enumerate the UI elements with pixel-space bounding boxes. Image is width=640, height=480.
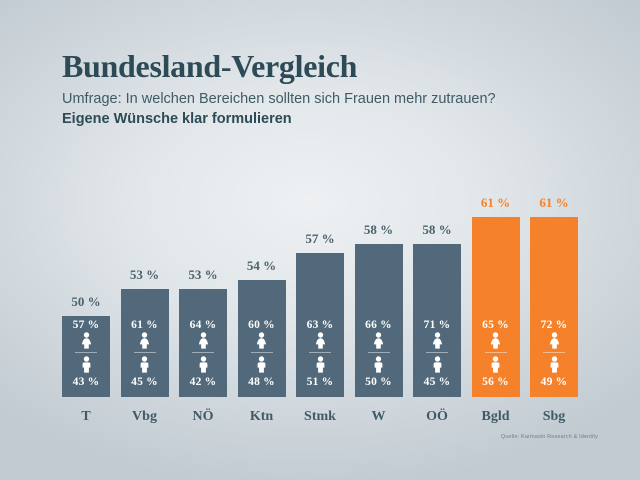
chart-header: Bundesland-Vergleich Umfrage: In welchen… [62,48,600,129]
category-label: Ktn [249,409,274,424]
gender-divider [75,352,97,353]
female-icon [255,332,268,349]
male-icon [372,356,385,373]
bar-gender-breakdown: 63 % 51 % [296,318,344,397]
male-percent-label: 42 % [189,376,217,388]
bar-total-label: 57 % [305,231,335,246]
gender-divider [484,352,507,353]
female-icon [548,332,561,349]
bar: 66 % 50 % [354,244,403,397]
category-label: NÖ [192,409,214,424]
bar-total-label: 53 % [188,267,218,282]
gender-divider [133,352,156,353]
bar-column: 53 % 64 % 42 % NÖ [179,155,227,425]
male-percent-label: 43 % [72,376,100,388]
female-percent-label: 63 % [306,319,334,331]
category-label: Stmk [304,409,336,424]
bar-chart-plot-area: 50 % 57 % 43 % T 53 % 61 % 45 % Vbg 53 % 64 % 42 %… [62,155,578,425]
female-percent-label: 57 % [72,319,100,331]
bar: 72 % 49 % [530,217,578,397]
bar-gender-breakdown: 61 % 45 % [121,318,169,397]
male-icon [314,356,327,373]
female-percent-label: 60 % [248,319,275,331]
male-percent-label: 49 % [540,376,568,388]
category-label: Sbg [542,409,566,424]
gender-divider [367,352,390,353]
bar-gender-breakdown: 71 % 45 % [413,318,461,397]
female-icon [372,332,385,349]
bar-column: 58 % 66 % 50 % W [354,155,403,425]
female-icon [80,332,93,349]
bar-total-label: 54 % [246,258,277,273]
bar: 60 % 48 % [237,280,286,397]
category-label: T [81,409,91,424]
bar: 64 % 42 % [179,289,227,397]
chart-subtitle: Umfrage: In welchen Bereichen sollten si… [62,91,496,107]
male-percent-label: 51 % [306,376,334,388]
bar: 65 % 56 % [471,217,520,397]
bar-gender-breakdown: 64 % 42 % [179,318,227,397]
bar-gender-breakdown: 72 % 49 % [530,318,578,397]
bar-column: 53 % 61 % 45 % Vbg [120,155,169,425]
male-icon [138,356,151,373]
female-icon [197,332,210,349]
category-label: W [371,409,386,424]
bar-gender-breakdown: 65 % 56 % [472,318,520,397]
bar-column: 61 % 65 % 56 % Bgld [471,155,520,425]
male-percent-label: 45 % [423,376,451,388]
bar-gender-breakdown: 60 % 48 % [238,318,286,397]
female-icon [138,332,151,349]
male-icon [80,356,93,373]
bar-column: 57 % 63 % 51 % Stmk [296,155,344,425]
female-percent-label: 65 % [482,319,509,331]
page-title: Bundesland-Vergleich [62,48,358,84]
bar-total-label: 50 % [71,294,101,309]
bar: 57 % 43 % [62,316,110,397]
bar-total-label: 58 % [363,222,394,237]
female-percent-label: 72 % [540,319,568,331]
category-label: OÖ [426,409,448,424]
female-percent-label: 71 % [423,319,451,331]
male-percent-label: 50 % [365,376,392,388]
male-icon [548,356,561,373]
gender-divider [309,352,331,353]
male-icon [431,356,444,373]
female-icon [314,332,327,349]
bar-gender-breakdown: 57 % 43 % [62,318,110,397]
male-icon [489,356,502,373]
bar-total-label: 61 % [539,195,569,210]
female-icon [489,332,502,349]
bar-total-label: 53 % [129,267,160,282]
female-percent-label: 66 % [365,319,392,331]
gender-divider [192,352,214,353]
bar-column: 61 % 72 % 49 % Sbg [530,155,578,425]
bar-column: 54 % 60 % 48 % Ktn [237,155,286,425]
gender-divider [250,352,273,353]
chart-subtitle-emphasis: Eigene Wünsche klar formulieren [62,111,292,127]
male-percent-label: 45 % [131,376,158,388]
bar-column: 50 % 57 % 43 % T [62,155,110,425]
chart-source-note: Quelle: Karmasin Research & Identity [500,434,598,440]
bar-column: 58 % 71 % 45 % OÖ [413,155,461,425]
bar-total-label: 61 % [480,195,511,210]
category-label: Bgld [481,409,510,424]
gender-divider [543,352,565,353]
bar: 63 % 51 % [296,253,344,397]
bar: 71 % 45 % [413,244,461,397]
male-icon [255,356,268,373]
male-percent-label: 56 % [482,376,509,388]
bar-gender-breakdown: 66 % 50 % [355,318,403,397]
male-icon [197,356,210,373]
female-percent-label: 61 % [131,319,158,331]
category-label: Vbg [132,409,157,424]
bar: 61 % 45 % [120,289,169,397]
female-percent-label: 64 % [189,319,217,331]
male-percent-label: 48 % [248,376,275,388]
female-icon [431,332,444,349]
gender-divider [426,352,448,353]
bar-total-label: 58 % [422,222,452,237]
